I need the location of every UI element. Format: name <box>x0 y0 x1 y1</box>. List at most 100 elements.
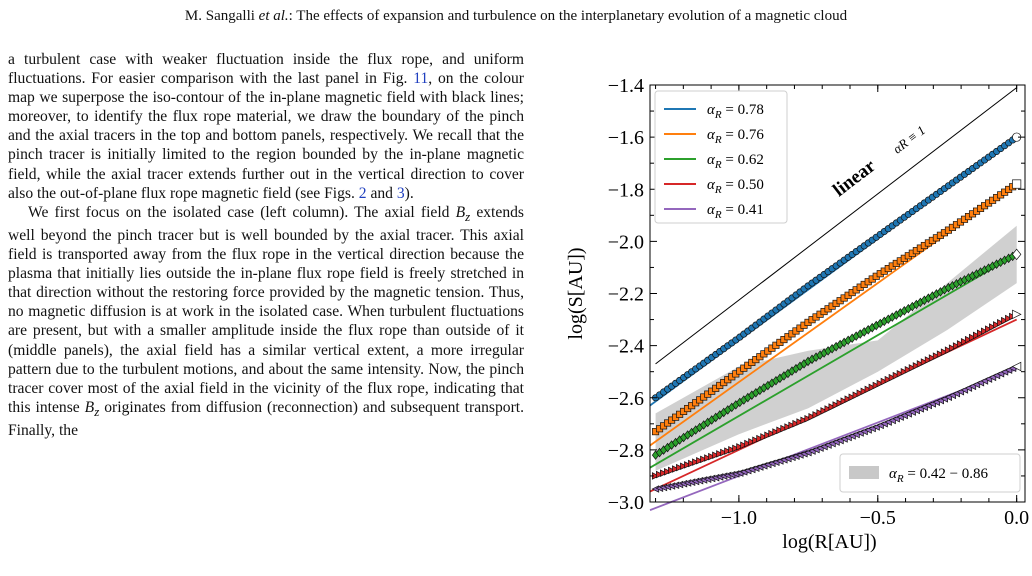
data-point <box>1011 361 1022 372</box>
data-point <box>960 337 969 346</box>
data-point <box>796 418 804 426</box>
data-point <box>760 433 768 441</box>
paragraph-1: a turbulent case with weaker fluctuation… <box>8 50 524 203</box>
data-point <box>756 434 764 443</box>
data-point <box>916 360 925 368</box>
fit-line-2 <box>649 253 1018 469</box>
data-point <box>672 465 680 473</box>
bz-symbol: Bz <box>456 204 471 224</box>
y-tick-label: −3.0 <box>608 492 644 514</box>
data-point <box>804 414 813 423</box>
data-point <box>780 424 788 433</box>
running-header: M. Sangalli et al.: The effects of expan… <box>0 8 1032 25</box>
y-tick-label: −2.8 <box>608 440 644 462</box>
y-tick-label: −2.2 <box>608 284 644 306</box>
data-point <box>852 391 861 400</box>
legend-label: αR = 0.76 <box>707 127 764 146</box>
paragraph-2-text: extends well beyond the pinch tracer but… <box>8 203 524 416</box>
data-point <box>876 379 885 388</box>
data-point <box>920 358 929 366</box>
data-point <box>788 421 796 430</box>
paragraph-1-text: a turbulent case with weaker fluctuation… <box>8 51 524 88</box>
data-point <box>764 431 772 440</box>
series-markers-4 <box>651 361 1022 493</box>
data-point <box>844 395 853 403</box>
data-point <box>708 452 716 461</box>
paragraph-1-text: , on the colour map we superpose the iso… <box>8 70 525 202</box>
y-axis-label: log(S[AU]) <box>565 247 587 339</box>
data-point <box>989 323 997 331</box>
data-point <box>928 354 937 362</box>
data-point <box>824 405 833 413</box>
data-point <box>944 346 953 354</box>
data-point <box>660 469 668 477</box>
fig-2-link[interactable]: 2 <box>358 184 367 202</box>
fig-3-link[interactable]: 3 <box>396 184 405 202</box>
data-point <box>1012 248 1022 261</box>
y-tick-label: −2.4 <box>608 336 644 358</box>
data-point <box>904 366 913 374</box>
data-point <box>836 399 845 407</box>
series-markers-1 <box>652 179 1022 436</box>
data-point <box>832 401 841 409</box>
data-point <box>1012 309 1022 320</box>
data-point <box>840 397 849 405</box>
data-point <box>736 443 744 451</box>
legend-box <box>654 90 788 224</box>
x-axis-label: log(R[AU]) <box>782 531 876 553</box>
chart: linear αR ≡ 1 −3.0 −2.8 −2.6 −2.4 −2.2 −2.0 −1.8… <box>565 75 1029 553</box>
band-legend-label: αR = 0.42 − 0.86 <box>889 466 989 485</box>
bz-subscript: z <box>465 208 471 224</box>
paragraph-2-text: We first focus on the isolated case (lef… <box>28 203 456 221</box>
data-point <box>772 428 780 436</box>
legend-label: αR = 0.62 <box>707 152 764 171</box>
data-point <box>924 356 933 364</box>
data-point <box>956 340 965 348</box>
body-text: a turbulent case with weaker fluctuation… <box>8 50 524 440</box>
data-point <box>808 413 817 421</box>
linear-label: linear <box>829 155 880 201</box>
data-point <box>676 463 684 472</box>
y-tick-label: −1.6 <box>608 127 644 149</box>
data-point <box>664 468 672 476</box>
linear-alpha-label: αR ≡ 1 <box>890 122 928 156</box>
legend-label: αR = 0.41 <box>707 202 764 221</box>
data-point <box>948 344 957 352</box>
data-point <box>704 454 712 462</box>
bz-symbol: Bz <box>85 399 100 419</box>
data-point <box>724 447 732 455</box>
data-point <box>848 393 857 401</box>
data-point <box>985 325 993 333</box>
legend: αR = 0.78 αR = 0.76 αR = 0.62 αR = 0.50 αR =… <box>654 90 788 224</box>
data-point <box>884 375 893 384</box>
data-point <box>720 448 728 457</box>
y-tick-label: −1.4 <box>608 75 644 97</box>
header-title: : The effects of expansion and turbulenc… <box>288 8 848 24</box>
series-markers-2 <box>651 248 1022 460</box>
series-markers-0 <box>652 132 1022 402</box>
data-point <box>880 377 889 386</box>
data-point <box>696 456 704 465</box>
data-point <box>997 319 1005 327</box>
data-point <box>912 362 921 370</box>
data-point <box>748 438 756 446</box>
y-tick-label: −1.8 <box>608 179 644 201</box>
data-point <box>896 369 905 378</box>
fig-11-link[interactable]: 11 <box>413 70 429 88</box>
y-tick-label: −2.0 <box>608 231 644 253</box>
data-point <box>816 409 825 417</box>
band-legend-box <box>839 453 1021 493</box>
data-point <box>977 329 985 338</box>
data-point <box>872 381 881 390</box>
data-point <box>964 335 973 344</box>
data-point <box>900 368 909 376</box>
bz-subscript: z <box>94 403 100 419</box>
data-point <box>684 461 692 469</box>
paragraph-1-text: ). <box>404 184 414 202</box>
data-point <box>716 450 724 458</box>
data-point <box>864 385 873 394</box>
band-legend: αR = 0.42 − 0.86 <box>839 453 1021 493</box>
data-point <box>1012 179 1022 189</box>
data-point <box>860 387 869 396</box>
data-point <box>1001 316 1009 325</box>
